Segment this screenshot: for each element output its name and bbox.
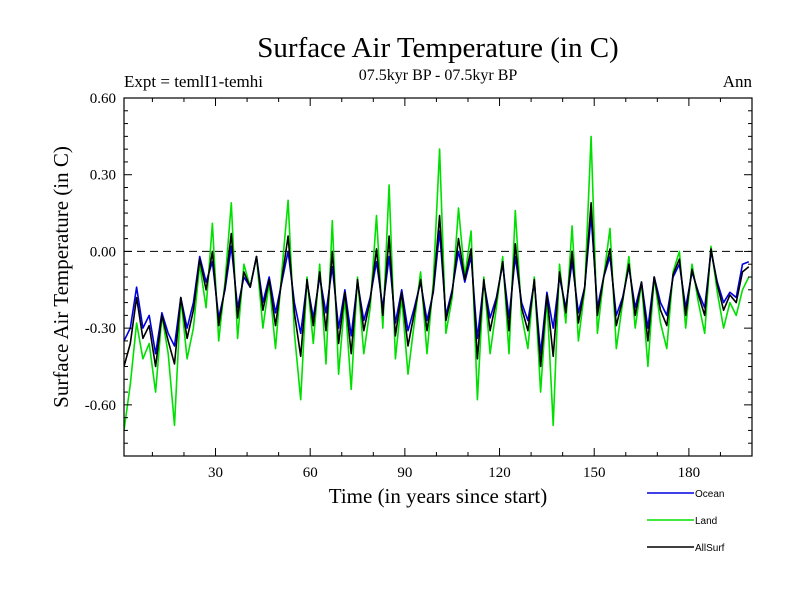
season-label: Ann — [723, 72, 753, 91]
series-line-allsurf — [124, 202, 750, 368]
y-tick-label: 0.60 — [90, 91, 116, 107]
plot-frame — [123, 97, 753, 457]
legend-label-ocean: Ocean — [695, 489, 724, 500]
y-axis-ticks: 0.60 0.30 0.00 -0.30 -0.60 — [85, 91, 752, 444]
y-tick-label: 0.00 — [90, 244, 116, 260]
legend-label-allsurf: AllSurf — [695, 543, 725, 554]
chart-title: Surface Air Temperature (in C) — [257, 32, 618, 64]
experiment-label: Expt = temlI1-temhi — [124, 72, 263, 91]
x-tick-label: 30 — [208, 465, 223, 481]
legend-label-land: Land — [695, 516, 717, 527]
chart-subtitle: 07.5kyr BP - 07.5kyr BP — [359, 67, 518, 84]
y-tick-label: -0.60 — [85, 398, 116, 414]
x-tick-label: 180 — [678, 465, 701, 481]
x-tick-label: 120 — [488, 465, 511, 481]
x-tick-label: 60 — [303, 465, 318, 481]
x-tick-label: 150 — [583, 465, 606, 481]
y-tick-label: -0.30 — [85, 321, 116, 337]
y-axis-label: Surface Air Temperature (in C) — [49, 146, 73, 408]
x-axis-label: Time (in years since start) — [329, 484, 548, 508]
legend: Ocean Land AllSurf — [647, 489, 725, 554]
x-tick-label: 90 — [397, 465, 412, 481]
y-tick-label: 0.30 — [90, 168, 116, 184]
series-line-land — [124, 135, 750, 431]
x-axis-ticks: 30 60 90 120 150 180 — [151, 98, 721, 481]
